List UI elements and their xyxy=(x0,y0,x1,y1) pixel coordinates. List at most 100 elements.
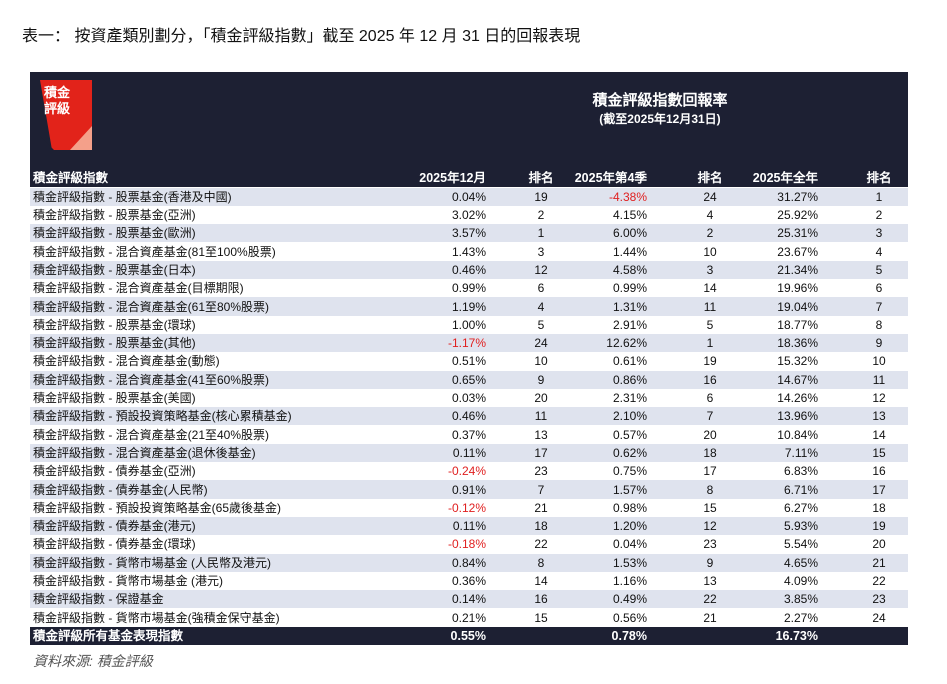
table-cell: 0.21% xyxy=(451,610,486,625)
logo-notch xyxy=(40,136,54,150)
table-cell: 1 xyxy=(875,189,883,204)
table-cell: 0.51% xyxy=(451,354,486,369)
header-band xyxy=(30,72,908,187)
table-cell: 10 xyxy=(534,354,548,369)
table-cell: 0.11% xyxy=(452,519,486,534)
table-cell: 3 xyxy=(875,226,883,241)
table-cell: 13 xyxy=(534,427,548,442)
table-cell: 0.98% xyxy=(612,500,647,515)
column-header: 積金評級指數 xyxy=(33,171,109,185)
table-cell: 12.62% xyxy=(606,336,647,351)
table-cell: -4.38% xyxy=(608,189,647,204)
total-cell: 0.78% xyxy=(611,628,647,643)
fund-name: 積金評級指數 - 混合資產基金(81至100%股票) xyxy=(33,244,276,259)
table-cell: 1.19% xyxy=(451,299,486,314)
table-cell: 17 xyxy=(872,482,886,497)
row-shade xyxy=(30,333,908,353)
table-cell: 16 xyxy=(534,592,548,607)
table-cell: 0.37% xyxy=(451,427,486,442)
logo-text: 評級 xyxy=(44,101,70,116)
fund-name: 積金評級指數 - 股票基金(亞洲) xyxy=(33,208,196,222)
table-cell: 11 xyxy=(703,299,717,314)
table-cell: 6 xyxy=(706,391,714,405)
table-cell: 2.10% xyxy=(612,409,647,424)
table-cell: 6.83% xyxy=(783,464,818,479)
table-cell: 0.86% xyxy=(612,372,647,387)
total-band xyxy=(30,626,908,645)
table-cell: 12 xyxy=(703,519,717,534)
table-cell: 24 xyxy=(872,610,886,625)
fund-name: 積金評級指數 - 債券基金(環球) xyxy=(33,537,196,552)
table-cell: 19 xyxy=(872,519,886,534)
table-cell: 1.20% xyxy=(612,519,647,534)
table-cell: 0.56% xyxy=(612,610,647,625)
table-cell: 1 xyxy=(537,226,545,241)
table-cell: 7 xyxy=(537,482,545,497)
table-cell: 0.99% xyxy=(612,281,647,296)
fund-name: 積金評級指數 - 股票基金(香港及中國) xyxy=(33,189,232,204)
table-cell: 18 xyxy=(534,519,548,534)
table-cell: 23.67% xyxy=(777,244,818,259)
table-cell: 24 xyxy=(703,189,717,204)
table-cell: 0.04% xyxy=(451,189,486,204)
table-cell: -0.12% xyxy=(447,500,486,515)
fund-name: 積金評級指數 - 混合資產基金(41至60%股票) xyxy=(33,372,270,387)
table-cell: 14 xyxy=(703,281,717,296)
table-cell: 22 xyxy=(872,574,886,588)
table-cell: 5 xyxy=(875,262,883,277)
fund-name: 積金評級指數 - 債券基金(港元) xyxy=(33,519,196,534)
table-cell: 15 xyxy=(534,610,548,625)
table-cell: 19.04% xyxy=(777,299,818,314)
table-cell: 9 xyxy=(706,555,714,570)
row-shade xyxy=(30,370,908,389)
table-cell: 2 xyxy=(706,226,714,241)
total-cell: 0.55% xyxy=(450,628,486,643)
total-cell: 16.73% xyxy=(775,628,818,643)
column-header: 排名 xyxy=(697,171,723,185)
table-cell: 1.16% xyxy=(612,574,647,588)
table-cell: 0.65% xyxy=(451,372,486,387)
column-header: 排名 xyxy=(528,171,554,185)
table-cell: 6.71% xyxy=(783,482,818,497)
table-cell: 3.57% xyxy=(451,226,486,241)
table-cell: 20 xyxy=(703,427,717,442)
table-cell: 14.26% xyxy=(777,391,818,405)
table-cell: 0.49% xyxy=(612,592,647,607)
table-cell: 22 xyxy=(534,537,548,552)
table-cell: 7 xyxy=(706,409,714,424)
table-cell: 24 xyxy=(534,336,548,351)
table-cell: 0.84% xyxy=(451,555,486,570)
table-cell: 1 xyxy=(706,336,714,351)
fund-name: 積金評級指數 - 預設投資策略基金(65歲後基金) xyxy=(33,500,282,515)
row-shade xyxy=(30,407,908,426)
table-cell: 10 xyxy=(872,354,886,369)
table-cell: 4.09% xyxy=(783,574,818,588)
table-cell: 4 xyxy=(875,244,883,259)
column-header: 2025年第4季 xyxy=(574,171,647,185)
table-cell: 0.04% xyxy=(612,537,647,552)
table-cell: 21 xyxy=(534,500,548,515)
logo: 積金 評級 xyxy=(40,80,92,150)
table-cell: 7 xyxy=(875,299,883,314)
table-cell: 0.75% xyxy=(612,464,647,479)
table-cell: 8 xyxy=(875,317,883,332)
table-cell: 20 xyxy=(534,391,548,405)
table-cell: 6.27% xyxy=(783,500,818,515)
row-shade xyxy=(30,260,908,279)
table-cell: 15.32% xyxy=(777,354,818,369)
table-cell: 4.15% xyxy=(612,208,647,222)
logo-accent xyxy=(70,126,92,150)
table-cell: 5 xyxy=(537,317,545,332)
table-cell: 19 xyxy=(703,354,717,369)
table-cell: 1.44% xyxy=(612,244,647,259)
table-cell: 9 xyxy=(537,372,545,387)
table-cell: 23 xyxy=(534,464,548,479)
table-cell: 18.77% xyxy=(777,317,818,332)
fund-name: 積金評級指數 - 貨幣市場基金 (人民幣及港元) xyxy=(33,555,271,570)
table-cell: -0.24% xyxy=(447,464,486,479)
table-cell: 1.43% xyxy=(451,244,486,259)
fund-name: 積金評級指數 - 混合資產基金(退休後基金) xyxy=(33,445,256,460)
table-cell: 0.46% xyxy=(451,409,486,424)
table-cell: 0.46% xyxy=(451,262,486,277)
table-cell: 19.96% xyxy=(777,281,818,296)
